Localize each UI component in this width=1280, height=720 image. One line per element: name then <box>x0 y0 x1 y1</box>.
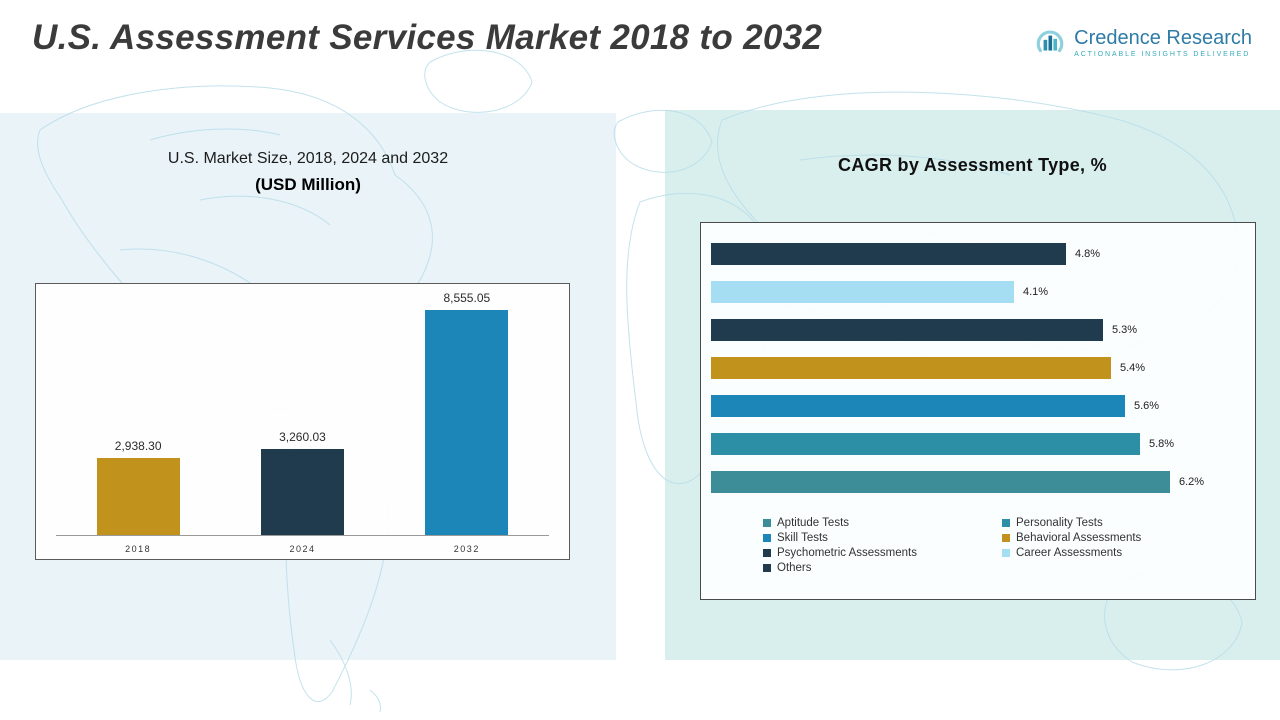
legend-item-aptitude-tests: Aptitude Tests <box>763 517 998 529</box>
cagr-bar-chart: 4.8% 4.1% 5.3% 5.4% 5.6% 5.8% 6.2% Aptitude Te… <box>700 222 1256 600</box>
brand-tagline: Actionable Insights Delivered <box>1074 50 1251 58</box>
legend-label: Aptitude Tests <box>777 517 850 529</box>
cagr-value-label: 5.4% <box>1120 362 1146 374</box>
legend-swatch <box>1002 519 1010 527</box>
cagr-row-aptitude-tests: 6.2% <box>711 463 1247 501</box>
legend-swatch <box>763 564 771 572</box>
legend-swatch <box>763 519 771 527</box>
page-title: U.S. Assessment Services Market 2018 to … <box>32 18 823 57</box>
legend-swatch <box>1002 549 1010 557</box>
horizontal-bars-area: 4.8% 4.1% 5.3% 5.4% 5.6% 5.8% 6.2% <box>711 235 1247 501</box>
legend-label: Behavioral Assessments <box>1016 532 1142 544</box>
cagr-row-behavioral-assessments: 5.4% <box>711 349 1247 387</box>
legend-item-behavioral-assessments: Behavioral Assessments <box>1002 532 1223 544</box>
bar-2018 <box>96 458 180 535</box>
cagr-row-psychometric-assessments: 5.3% <box>711 311 1247 349</box>
legend-swatch <box>1002 534 1010 542</box>
legend-swatch <box>763 534 771 542</box>
bar-column-2032: 8,555.05 <box>407 291 527 535</box>
legend-swatch <box>763 549 771 557</box>
cagr-bar-skill-tests <box>711 395 1125 417</box>
legend-label: Others <box>777 562 812 574</box>
right-chart-title: CAGR by Assessment Type, % <box>838 155 1107 175</box>
credence-chart-icon <box>1036 30 1064 53</box>
brand-name: Credence Research <box>1074 26 1252 49</box>
left-chart-title: U.S. Market Size, 2018, 2024 and 2032 (U… <box>0 150 616 195</box>
legend-item-psychometric-assessments: Psychometric Assessments <box>763 547 998 559</box>
legend-item-others: Others <box>763 562 998 574</box>
cagr-value-label: 6.2% <box>1179 476 1205 488</box>
legend-item-personality-tests: Personality Tests <box>1002 517 1223 529</box>
cagr-bar-others <box>711 243 1066 265</box>
bar-value-label: 2,938.30 <box>114 439 162 453</box>
brand-logo: Credence Research Actionable Insights De… <box>1034 26 1252 58</box>
market-size-bar-chart: 2,938.30 3,260.03 8,555.05 2018 2024 2032 <box>35 283 570 560</box>
vertical-bars-area: 2,938.30 3,260.03 8,555.05 <box>56 282 549 536</box>
x-axis-labels: 2018 2024 2032 <box>56 544 549 554</box>
bar-value-label: 8,555.05 <box>443 291 491 305</box>
legend-label: Psychometric Assessments <box>777 547 917 559</box>
cagr-bar-psychometric-assessments <box>711 319 1103 341</box>
left-chart-title-line2: (USD Million) <box>255 175 361 194</box>
legend-item-career-assessments: Career Assessments <box>1002 547 1223 559</box>
legend-label: Skill Tests <box>777 532 828 544</box>
cagr-bar-behavioral-assessments <box>711 357 1111 379</box>
bar-column-2018: 2,938.30 <box>78 439 198 535</box>
legend-label: Personality Tests <box>1016 517 1103 529</box>
x-axis-label-2024: 2024 <box>289 544 316 554</box>
x-axis-label-2032: 2032 <box>453 544 480 554</box>
cagr-row-skill-tests: 5.6% <box>711 387 1247 425</box>
cagr-value-label: 5.3% <box>1112 324 1138 336</box>
bar-2024 <box>260 449 344 535</box>
bar-column-2024: 3,260.03 <box>242 430 362 535</box>
cagr-bar-aptitude-tests <box>711 471 1170 493</box>
cagr-row-others: 4.8% <box>711 235 1247 273</box>
legend-label: Career Assessments <box>1016 547 1123 559</box>
cagr-value-label: 5.6% <box>1134 400 1160 412</box>
cagr-value-label: 4.8% <box>1075 248 1101 260</box>
cagr-bar-personality-tests <box>711 433 1140 455</box>
cagr-row-personality-tests: 5.8% <box>711 425 1247 463</box>
legend-item-skill-tests: Skill Tests <box>763 532 998 544</box>
cagr-value-label: 4.1% <box>1023 286 1049 298</box>
chart-legend: Aptitude Tests Personality Tests Skill Tes… <box>763 517 1223 574</box>
cagr-row-career-assessments: 4.1% <box>711 273 1247 311</box>
x-axis-label-2018: 2018 <box>125 544 152 554</box>
bar-2032 <box>425 310 509 535</box>
left-chart-title-line1: U.S. Market Size, 2018, 2024 and 2032 <box>167 150 449 167</box>
bar-value-label: 3,260.03 <box>279 430 326 444</box>
cagr-bar-career-assessments <box>711 281 1014 303</box>
cagr-value-label: 5.8% <box>1149 438 1175 450</box>
